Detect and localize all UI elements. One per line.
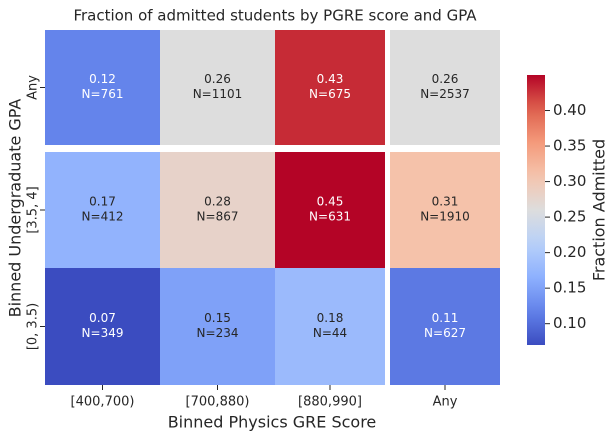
cell-count-label: N=44 [313,326,347,340]
heatmap-cell [45,268,160,385]
cell-value-label: 0.31 [432,195,459,209]
cell-count-label: N=631 [309,210,351,224]
cell-count-label: N=1101 [193,87,243,101]
y-tick-label: Any [26,75,41,100]
y-tick-label: [0, 3.5) [26,303,41,350]
cell-count-label: N=2537 [420,87,470,101]
cell-value-label: 0.17 [89,195,116,209]
cell-value-label: 0.18 [317,311,344,325]
y-tick-label: [3.5, 4] [26,186,41,233]
cell-count-label: N=234 [197,326,239,340]
colorbar-tick-label: 0.35 [553,137,586,155]
heatmap-cell [275,268,385,385]
cell-value-label: 0.12 [89,72,116,86]
heatmap-cell [45,30,160,145]
x-tick-label: [700,880) [186,395,250,410]
cell-value-label: 0.26 [204,72,231,86]
x-axis-label: Binned Physics GRE Score [168,413,377,432]
cell-value-label: 0.28 [204,195,231,209]
cell-value-label: 0.07 [89,311,116,325]
cell-value-label: 0.45 [317,195,344,209]
colorbar-tick-label: 0.40 [553,101,586,119]
cell-count-label: N=867 [197,210,239,224]
heatmap-cell [45,152,160,268]
y-axis-label: Binned Undergraduate GPA [6,99,25,318]
colorbar-tick-label: 0.30 [553,172,586,190]
heatmap-cell [160,268,275,385]
x-tick-label: [880,990] [298,395,362,410]
heatmap-cell [390,152,500,268]
colorbar-label: Fraction Admitted [590,139,609,281]
heatmap-cell [275,152,385,268]
colorbar-tick-label: 0.20 [553,243,586,261]
cell-value-label: 0.43 [317,72,344,86]
x-tick-label: Any [433,395,458,410]
heatmap-cell [275,30,385,145]
heatmap-cell [390,268,500,385]
cell-value-label: 0.11 [432,311,459,325]
cell-value-label: 0.26 [432,72,459,86]
heatmap-cell [160,30,275,145]
cell-value-label: 0.15 [204,311,231,325]
chart-title: Fraction of admitted students by PGRE sc… [73,7,477,25]
heatmap-cell [160,152,275,268]
cell-count-label: N=627 [424,326,466,340]
cell-count-label: N=675 [309,87,351,101]
heatmap-cell [390,30,500,145]
colorbar-tick-label: 0.15 [553,279,586,297]
colorbar-tick-label: 0.10 [553,314,586,332]
cell-count-label: N=1910 [420,210,470,224]
cell-count-label: N=412 [82,210,124,224]
colorbar [527,75,545,345]
colorbar-tick-label: 0.25 [553,208,586,226]
cell-count-label: N=349 [82,326,124,340]
x-tick-label: [400,700) [71,395,135,410]
cell-count-label: N=761 [82,87,124,101]
